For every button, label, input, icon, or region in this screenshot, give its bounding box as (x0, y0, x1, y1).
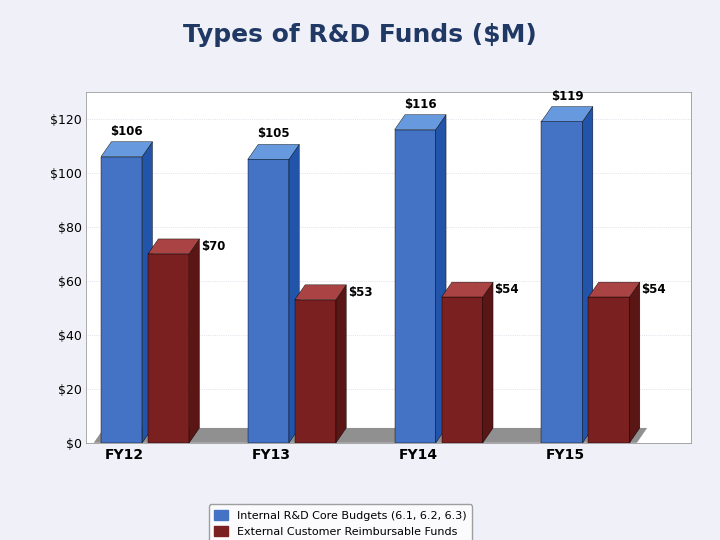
Polygon shape (582, 106, 593, 443)
Text: $119: $119 (551, 90, 583, 103)
Polygon shape (101, 157, 142, 443)
Polygon shape (541, 122, 582, 443)
Text: $116: $116 (404, 98, 436, 111)
Text: $70: $70 (201, 240, 225, 253)
Polygon shape (395, 130, 436, 443)
Polygon shape (436, 114, 446, 443)
Polygon shape (395, 114, 446, 130)
Legend: Internal R&D Core Budgets (6.1, 6.2, 6.3), External Customer Reimbursable Funds: Internal R&D Core Budgets (6.1, 6.2, 6.3… (209, 504, 472, 540)
Text: $54: $54 (495, 283, 519, 296)
Polygon shape (541, 106, 593, 122)
Polygon shape (289, 144, 300, 443)
Polygon shape (482, 282, 493, 443)
Polygon shape (248, 159, 289, 443)
Polygon shape (588, 282, 640, 297)
Polygon shape (248, 144, 300, 159)
Polygon shape (629, 282, 640, 443)
Text: $54: $54 (642, 283, 666, 296)
Polygon shape (94, 428, 647, 443)
Polygon shape (295, 300, 336, 443)
Polygon shape (142, 141, 153, 443)
Polygon shape (441, 297, 482, 443)
Polygon shape (189, 239, 199, 443)
Polygon shape (295, 285, 346, 300)
Text: $106: $106 (110, 125, 143, 138)
Polygon shape (588, 297, 629, 443)
Text: $105: $105 (257, 127, 290, 140)
Polygon shape (441, 282, 493, 297)
Polygon shape (336, 285, 346, 443)
Text: Types of R&D Funds ($M): Types of R&D Funds ($M) (183, 23, 537, 47)
Polygon shape (101, 141, 153, 157)
Text: $53: $53 (348, 286, 372, 299)
Polygon shape (148, 239, 199, 254)
Polygon shape (148, 254, 189, 443)
